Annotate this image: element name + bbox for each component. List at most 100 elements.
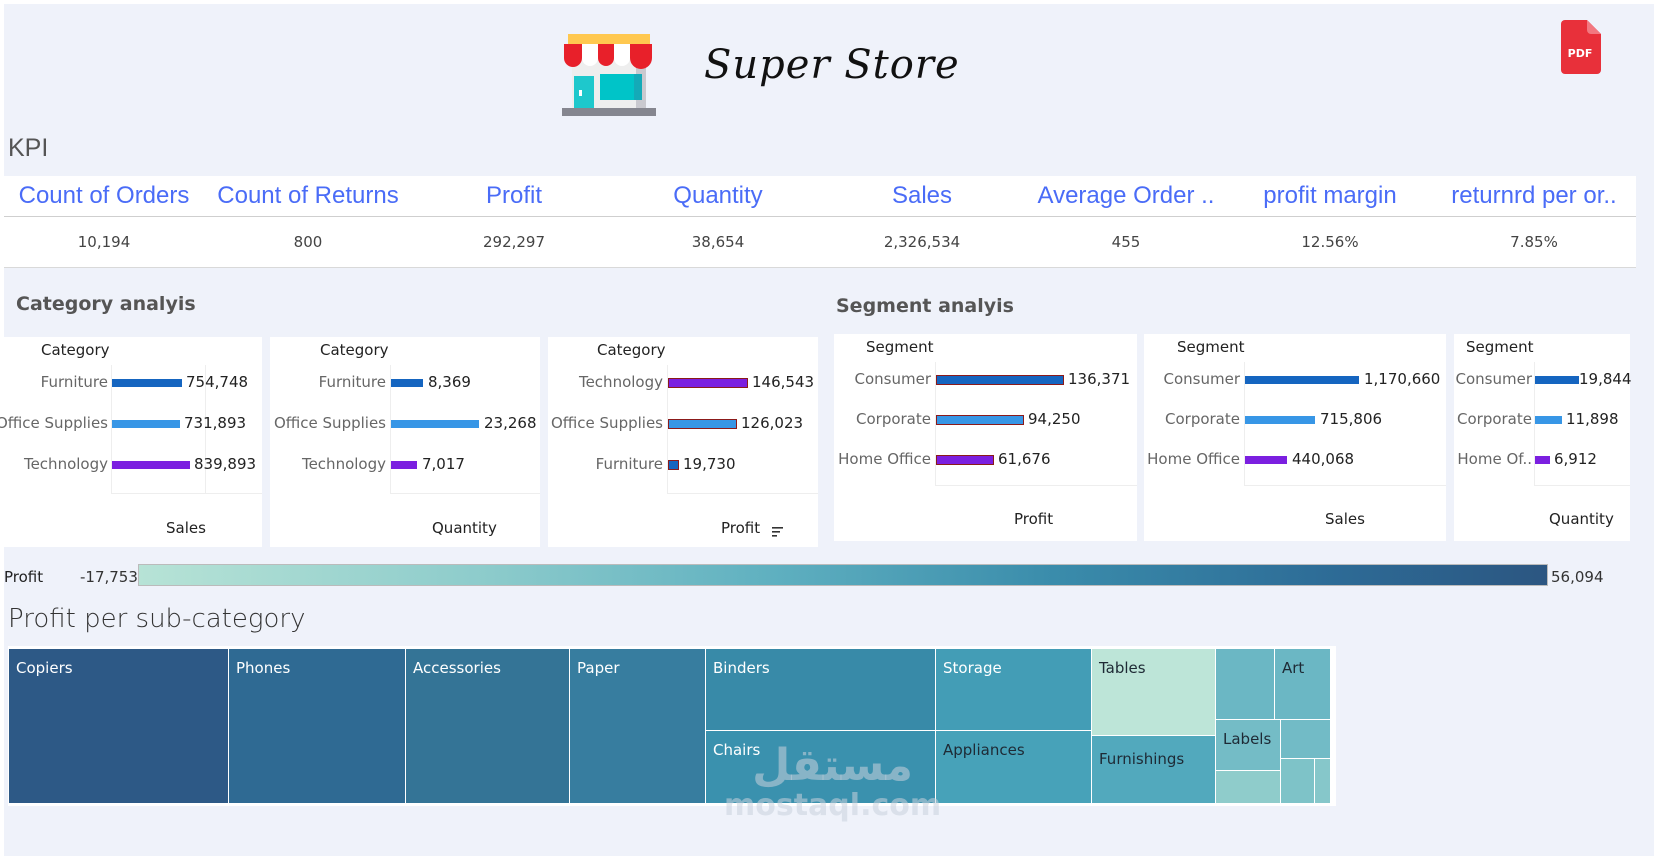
kpi-value: 38,654 (691, 233, 745, 251)
tile-tables[interactable]: Tables (1091, 648, 1216, 736)
chart-header: Segment (866, 338, 934, 356)
axis-title: Sales (1325, 510, 1365, 528)
bar-furniture[interactable] (112, 379, 182, 387)
tile-paper[interactable]: Paper (569, 648, 706, 804)
kpi-average-order[interactable]: Average Order .. 455 (1024, 176, 1228, 268)
kpi-count-of-orders[interactable]: Count of Orders 10,194 (4, 176, 204, 268)
axis-line (1244, 362, 1245, 485)
bar-value: 7,017 (422, 455, 465, 473)
segment-quantity-chart[interactable]: Segment Consumer 19,844 Corporate 11,898… (1454, 334, 1632, 541)
axis-base (1244, 485, 1446, 486)
chart-header: Segment (1466, 338, 1534, 356)
kpi-table: Count of Orders 10,194 Count of Returns … (4, 176, 1636, 268)
axis-base (111, 493, 262, 494)
category-profit-chart[interactable]: Category Technology 146,543 Office Suppl… (548, 337, 818, 547)
sort-descending-icon[interactable] (772, 523, 784, 537)
category-analysis-title: Category analyis (16, 293, 196, 315)
svg-text:PDF: PDF (1568, 47, 1593, 60)
bar-value: 440,068 (1292, 450, 1355, 468)
tile-unlabeled-5[interactable] (1314, 758, 1331, 804)
row-label: Furniture (40, 373, 108, 391)
legend-min-value: -17,753 (80, 568, 138, 586)
bar-corporate[interactable] (936, 415, 1024, 425)
axis-line (390, 365, 391, 493)
axis-title: Quantity (1549, 510, 1614, 528)
bar-technology[interactable] (391, 461, 417, 469)
segment-analysis-title: Segment analyis (836, 295, 1014, 317)
tile-unlabeled-2[interactable] (1280, 719, 1331, 759)
bar-value: 6,912 (1554, 450, 1597, 468)
axis-title: Quantity (432, 519, 497, 537)
tile-unlabeled-3[interactable] (1215, 770, 1281, 804)
category-sales-chart[interactable]: Category Furniture 754,748 Office Suppli… (0, 337, 262, 547)
bar-furniture[interactable] (668, 460, 679, 470)
chart-header: Category (597, 341, 666, 359)
bar-office-supplies[interactable] (112, 420, 180, 428)
dashboard-title: Super Store (704, 42, 960, 88)
kpi-profit[interactable]: Profit 292,297 (412, 176, 616, 268)
bar-value: 61,676 (998, 450, 1051, 468)
legend-label: Profit (4, 568, 44, 586)
axis-base (1534, 485, 1630, 486)
axis-title: Profit (721, 519, 761, 537)
kpi-returned-per-order[interactable]: returnrd per or.. 7.85% (1432, 176, 1636, 268)
axis-title: Profit (1014, 510, 1054, 528)
bar-corporate[interactable] (1535, 416, 1562, 424)
row-label: Furniture (595, 455, 663, 473)
tile-appliances[interactable]: Appliances (935, 730, 1092, 804)
gridline (205, 365, 206, 493)
row-label: Office Supplies (0, 414, 108, 432)
bar-consumer[interactable] (1245, 376, 1359, 384)
tile-storage[interactable]: Storage (935, 648, 1092, 731)
bar-value: 839,893 (194, 455, 257, 473)
bar-value: 754,748 (186, 373, 249, 391)
bar-consumer[interactable] (1535, 376, 1579, 384)
bar-office-supplies[interactable] (391, 420, 479, 428)
axis-line (111, 365, 112, 493)
segment-sales-chart[interactable]: Segment Consumer 1,170,660 Corporate 715… (1144, 334, 1446, 541)
treemap-title: Profit per sub-category (8, 604, 306, 634)
segment-profit-chart[interactable]: Segment Consumer 136,371 Corporate 94,25… (834, 334, 1137, 541)
tile-unlabeled-4[interactable] (1280, 758, 1315, 804)
bar-value: 731,893 (184, 414, 247, 432)
tile-copiers[interactable]: Copiers (8, 648, 229, 804)
tile-phones[interactable]: Phones (228, 648, 406, 804)
kpi-divider (4, 216, 1636, 217)
kpi-header: Count of Returns (217, 182, 399, 209)
kpi-value: 292,297 (482, 233, 546, 251)
tile-accessories[interactable]: Accessories (405, 648, 570, 804)
kpi-value: 455 (1111, 233, 1141, 251)
tile-labels[interactable]: Labels (1215, 719, 1281, 771)
bar-consumer[interactable] (936, 375, 1064, 385)
kpi-count-of-returns[interactable]: Count of Returns 800 (208, 176, 408, 268)
bar-technology[interactable] (112, 461, 190, 469)
bar-home-office[interactable] (1535, 456, 1550, 464)
kpi-quantity[interactable]: Quantity 38,654 (616, 176, 820, 268)
category-quantity-chart[interactable]: Category Furniture 8,369 Office Supplies… (270, 337, 540, 547)
pdf-export-icon[interactable]: PDF (1561, 20, 1601, 74)
chart-header: Segment (1177, 338, 1245, 356)
bar-furniture[interactable] (391, 379, 423, 387)
bar-corporate[interactable] (1245, 416, 1315, 424)
bar-home-office[interactable] (1245, 456, 1287, 464)
legend-max-value: 56,094 (1551, 568, 1604, 586)
tile-chairs[interactable]: Chairs (705, 730, 936, 804)
row-label: Consumer (854, 370, 932, 388)
row-label: Corporate (1457, 410, 1532, 428)
bar-office-supplies[interactable] (668, 419, 737, 429)
bar-value: 19,844 (1579, 370, 1632, 388)
tile-art[interactable]: Art (1274, 648, 1331, 720)
bar-technology[interactable] (668, 378, 748, 388)
kpi-value: 2,326,534 (883, 233, 961, 251)
row-label: Office Supplies (550, 414, 663, 432)
tile-binders[interactable]: Binders (705, 648, 936, 731)
kpi-profit-margin[interactable]: profit margin 12.56% (1228, 176, 1432, 268)
row-label: Home Of.. (1457, 450, 1532, 468)
profit-color-legend[interactable] (138, 564, 1548, 586)
row-label: Corporate (856, 410, 931, 428)
tile-furnishings[interactable]: Furnishings (1091, 735, 1216, 804)
kpi-sales[interactable]: Sales 2,326,534 (820, 176, 1024, 268)
bar-home-office[interactable] (936, 455, 994, 465)
bar-value: 715,806 (1320, 410, 1383, 428)
tile-unlabeled-1[interactable] (1215, 648, 1275, 720)
